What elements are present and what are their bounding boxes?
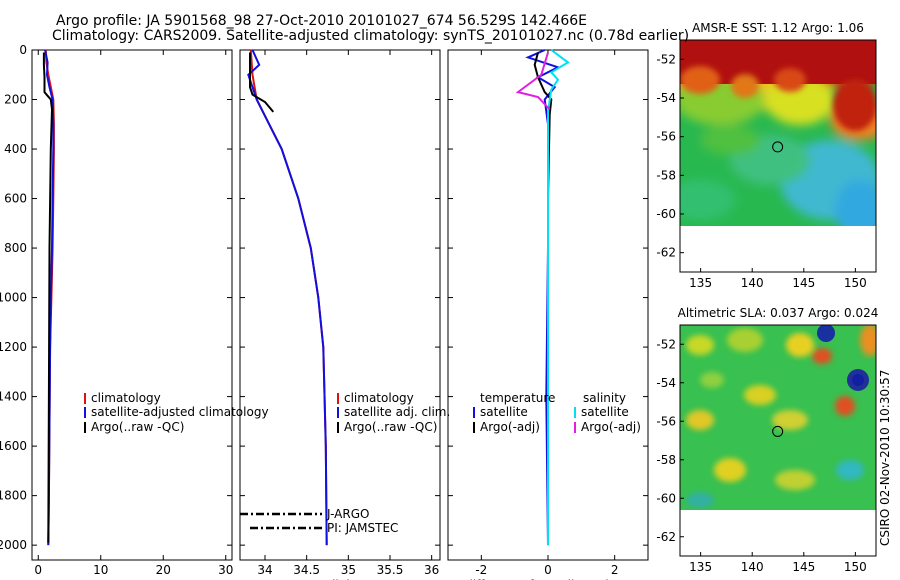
legend-item-satellite-adjusted: satellite-adjusted climatology — [91, 405, 269, 419]
y-tick-label: 200 — [4, 93, 27, 107]
x-tick-label: 145 — [792, 560, 815, 574]
x-tick-label: 20 — [156, 563, 171, 577]
legend-item-climatology: climatology — [344, 391, 414, 405]
x-tick-label: -2 — [475, 563, 487, 577]
argo-location-marker — [772, 425, 784, 437]
x-tick-label: 36 — [424, 563, 439, 577]
legend-item-climatology: climatology — [91, 391, 161, 405]
series-line — [249, 52, 275, 113]
sst-map-axes — [679, 39, 877, 273]
x-tick-label: 145 — [792, 276, 815, 290]
y-tick-label: -54 — [656, 376, 676, 390]
x-tick-label: 0 — [544, 563, 552, 577]
y-tick-label: 1600 — [0, 439, 27, 453]
y-tick-label: 1200 — [0, 340, 27, 354]
y-tick-label: -52 — [656, 52, 676, 66]
y-tick-label: -60 — [656, 207, 676, 221]
y-tick-label: -52 — [656, 337, 676, 351]
sla-map-image — [680, 325, 876, 510]
timestamp-label: CSIRO 02-Nov-2010 10:30:57 — [878, 369, 892, 546]
x-tick-label: 35 — [341, 563, 356, 577]
y-tick-label: -56 — [656, 130, 676, 144]
y-tick-label: -62 — [656, 246, 676, 260]
x-tick-label: 10 — [93, 563, 108, 577]
series-line — [547, 49, 570, 546]
y-tick-label: 2000 — [0, 538, 27, 552]
y-tick-label: 0 — [19, 43, 27, 57]
legend-item-temp-argo: Argo(-adj) — [480, 420, 540, 434]
figure-title-line-2: Climatology: CARS2009. Satellite-adjuste… — [52, 28, 690, 44]
figure-title-line-1: Argo profile: JA 5901568_98 27-Oct-2010 … — [56, 13, 587, 29]
legend-heading-salinity: salinity — [583, 391, 626, 405]
x-tick-label: 35.5 — [377, 563, 404, 577]
annotation-j-argo: J-ARGO — [326, 507, 369, 521]
argo-location-marker — [772, 141, 784, 153]
legend-item-sal-satellite: satellite — [581, 405, 629, 419]
x-tick-label: 34 — [257, 563, 272, 577]
series-line — [533, 52, 553, 199]
map-title: Altimetric SLA: 0.037 Argo: 0.024 — [678, 306, 879, 320]
x-tick-label: 140 — [741, 276, 764, 290]
x-tick-label: 34.5 — [293, 563, 320, 577]
y-tick-label: 1800 — [0, 489, 27, 503]
y-tick-label: -56 — [656, 414, 676, 428]
y-tick-label: 400 — [4, 142, 27, 156]
sst-map-blank — [680, 226, 876, 272]
x-axis-label: salinity — [318, 578, 361, 580]
y-tick-label: 1400 — [0, 390, 27, 404]
x-tick-label: 140 — [741, 560, 764, 574]
legend-item-argo: Argo(..raw -QC) — [91, 420, 184, 434]
y-tick-label: -60 — [656, 491, 676, 505]
series-line — [515, 52, 551, 111]
y-tick-label: 1000 — [0, 291, 27, 305]
legend-item-argo: Argo(..raw -QC) — [344, 420, 437, 434]
x-tick-label: 135 — [689, 276, 712, 290]
y-tick-label: -62 — [656, 530, 676, 544]
x-tick-label: 30 — [218, 563, 233, 577]
y-tick-label: 600 — [4, 192, 27, 206]
y-tick-label: -54 — [656, 91, 676, 105]
salinity-axes — [239, 49, 441, 561]
series-line — [42, 52, 54, 543]
x-tick-label: 2 — [611, 563, 619, 577]
x-axis-label: temperature — [94, 578, 169, 580]
y-tick-label: 800 — [4, 241, 27, 255]
sst-map-image — [680, 40, 876, 226]
temperature-axes — [31, 49, 233, 561]
map-title: AMSR-E SST: 1.12 Argo: 1.06 — [692, 21, 864, 35]
legend-heading-temperature: temperature — [480, 391, 555, 405]
y-tick-label: -58 — [656, 168, 676, 182]
x-tick-label: 0 — [34, 563, 42, 577]
y-tick-label: -58 — [656, 453, 676, 467]
legend-item-sal-argo: Argo(-adj) — [581, 420, 641, 434]
x-tick-label: 150 — [844, 560, 867, 574]
legend-item-temp-satellite: satellite — [480, 405, 528, 419]
x-tick-label: 135 — [689, 560, 712, 574]
sla-map-axes — [679, 324, 877, 557]
x-axis-label: difference from climatology — [465, 578, 631, 580]
annotation-pi: PI: JAMSTEC — [327, 521, 398, 535]
x-tick-label: 150 — [844, 276, 867, 290]
legend-item-satellite-adj: satellite adj. clim. — [344, 405, 450, 419]
sla-map-blank — [680, 510, 876, 556]
